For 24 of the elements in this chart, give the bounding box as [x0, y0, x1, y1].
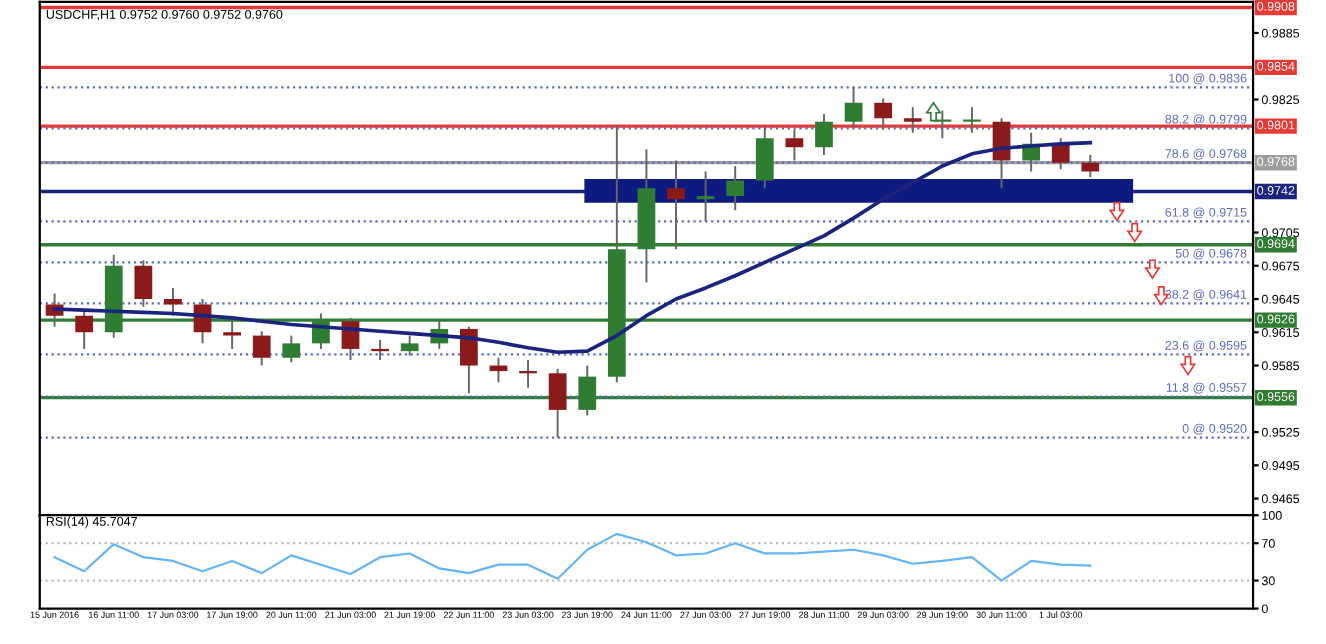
candlestick — [903, 106, 922, 134]
candlestick — [874, 97, 893, 131]
candlestick — [252, 330, 271, 367]
candlestick — [815, 112, 833, 156]
candlestick — [223, 320, 242, 350]
candlestick — [548, 367, 567, 439]
candlestick — [282, 334, 301, 364]
candlestick — [164, 286, 182, 317]
candlestick — [459, 325, 478, 395]
candlestick — [726, 165, 745, 212]
candlestick — [1081, 153, 1100, 179]
candlestick — [371, 339, 389, 361]
candlestick — [75, 308, 94, 350]
candlestick — [400, 334, 419, 357]
candlestick — [755, 126, 774, 190]
candlestick — [1051, 137, 1070, 171]
candlestick — [963, 106, 981, 134]
candlestick — [844, 86, 863, 129]
candlestick — [134, 259, 153, 308]
candlestick — [519, 359, 537, 389]
candlestick — [785, 128, 804, 162]
candlestick — [667, 159, 685, 251]
candlestick — [933, 109, 952, 140]
line-series — [53, 532, 1092, 582]
